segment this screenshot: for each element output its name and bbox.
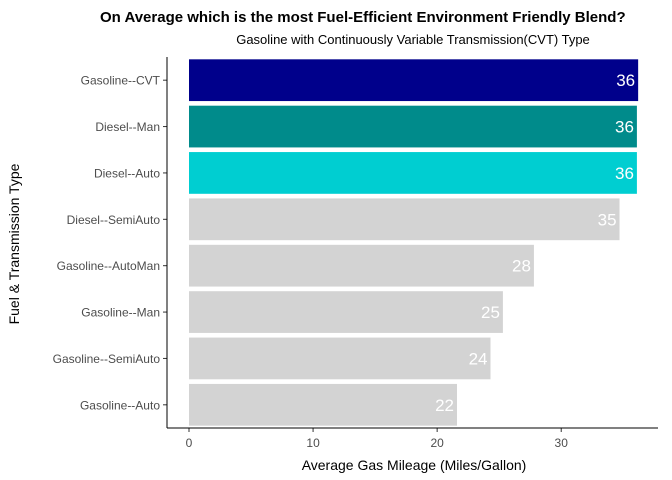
x-axis-title: Average Gas Mileage (Miles/Gallon)	[302, 457, 527, 473]
x-tick-label: 30	[555, 436, 569, 450]
chart-subtitle: Gasoline with Continuously Variable Tran…	[236, 32, 590, 47]
bar	[189, 198, 620, 241]
bar	[189, 291, 503, 333]
bar-value-label: 22	[435, 396, 454, 415]
bar-value-label: 36	[615, 118, 634, 137]
y-tick-label: Diesel--Auto	[94, 166, 160, 180]
x-tick-label: 20	[430, 436, 444, 450]
bar-value-label: 35	[598, 210, 617, 229]
y-tick-label: Gasoline--Auto	[80, 398, 160, 412]
bar-value-label: 36	[616, 71, 635, 90]
bar	[189, 59, 639, 102]
bar	[189, 105, 637, 148]
bar-value-label: 24	[469, 349, 488, 368]
y-axis-title: Fuel & Transmission Type	[6, 163, 22, 324]
plot-area: 36 Gasoline--CVT 36 Diesel--Man 36 Diesel--Au…	[53, 57, 658, 450]
x-tick-label: 10	[306, 436, 320, 450]
bar	[189, 337, 491, 380]
bar-value-label: 25	[481, 303, 500, 322]
y-tick-label: Gasoline--SemiAuto	[53, 352, 161, 366]
y-tick-label: Gasoline--Man	[81, 306, 160, 320]
y-tick-label: Diesel--Man	[95, 120, 160, 134]
y-tick-label: Gasoline--CVT	[81, 74, 161, 88]
chart-title: On Average which is the most Fuel-Effici…	[100, 9, 626, 26]
bar-value-label: 28	[512, 257, 531, 276]
y-tick-label: Diesel--SemiAuto	[67, 213, 161, 227]
bar	[189, 152, 637, 194]
x-tick-label: 0	[186, 436, 193, 450]
bar	[189, 244, 534, 287]
bar	[189, 383, 457, 426]
bar-value-label: 36	[615, 164, 634, 183]
y-tick-label: Gasoline--AutoMan	[57, 259, 160, 273]
